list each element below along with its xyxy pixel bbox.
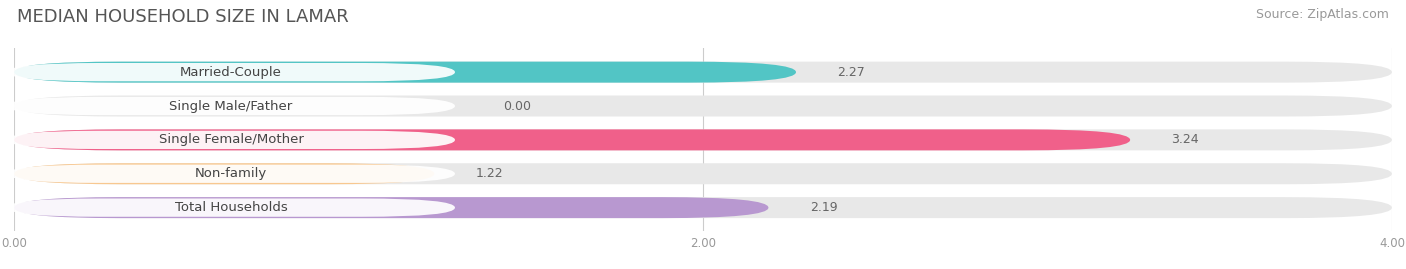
Text: 1.22: 1.22 <box>475 167 503 180</box>
FancyBboxPatch shape <box>7 199 456 217</box>
FancyBboxPatch shape <box>14 95 1392 116</box>
Text: Source: ZipAtlas.com: Source: ZipAtlas.com <box>1256 8 1389 21</box>
FancyBboxPatch shape <box>14 197 1392 218</box>
FancyBboxPatch shape <box>14 62 796 83</box>
Text: Non-family: Non-family <box>195 167 267 180</box>
FancyBboxPatch shape <box>7 97 456 115</box>
Text: 2.19: 2.19 <box>810 201 838 214</box>
Text: Single Female/Mother: Single Female/Mother <box>159 133 304 146</box>
FancyBboxPatch shape <box>7 131 456 149</box>
Text: MEDIAN HOUSEHOLD SIZE IN LAMAR: MEDIAN HOUSEHOLD SIZE IN LAMAR <box>17 8 349 26</box>
Text: 0.00: 0.00 <box>503 100 531 112</box>
FancyBboxPatch shape <box>14 163 434 184</box>
FancyBboxPatch shape <box>7 63 456 81</box>
Text: Total Households: Total Households <box>174 201 287 214</box>
Text: Married-Couple: Married-Couple <box>180 66 283 79</box>
FancyBboxPatch shape <box>14 197 769 218</box>
FancyBboxPatch shape <box>7 165 456 183</box>
FancyBboxPatch shape <box>14 129 1130 150</box>
Text: 2.27: 2.27 <box>838 66 865 79</box>
FancyBboxPatch shape <box>14 62 1392 83</box>
FancyBboxPatch shape <box>14 129 1392 150</box>
Text: 3.24: 3.24 <box>1171 133 1199 146</box>
Text: Single Male/Father: Single Male/Father <box>170 100 292 112</box>
FancyBboxPatch shape <box>14 163 1392 184</box>
